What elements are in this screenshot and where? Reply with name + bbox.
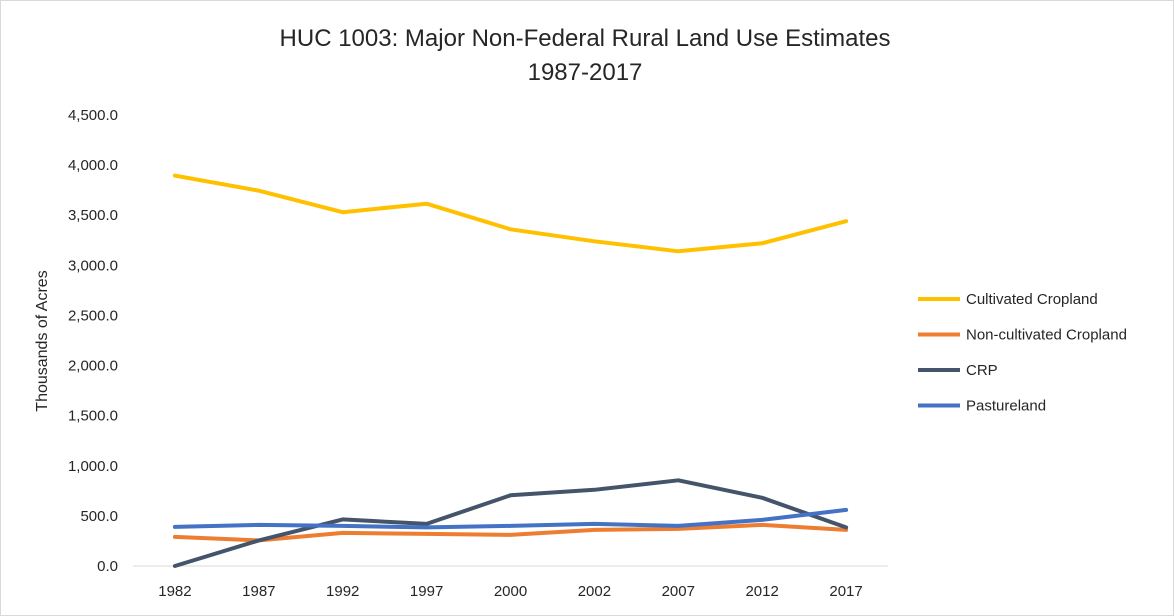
y-tick-label: 1,500.0 [68,408,118,425]
x-axis: 1982 1987 1992 1997 2000 2002 2007 2012 2017 [158,583,862,600]
y-tick-label: 3,500.0 [68,207,118,224]
y-tick-label: 0.0 [97,558,118,575]
y-tick-label: 3,000.0 [68,257,118,274]
y-tick-label: 2,500.0 [68,307,118,324]
series-line-cultivated-cropland [172,173,849,254]
x-tick-label: 1997 [410,583,443,600]
legend-label-non-cultivated-cropland: Non-cultivated Cropland [966,327,1127,344]
y-axis: 0.0 500.0 1,000.0 1,500.0 2,000.0 2,500.0 3,00… [68,107,118,575]
legend-label-cultivated-cropland: Cultivated Cropland [966,291,1098,308]
legend: Cultivated Cropland Non-cultivated Cropla… [918,291,1127,415]
x-tick-label: 2012 [745,583,778,600]
series-line-crp [172,478,849,568]
x-tick-label: 1992 [326,583,359,600]
x-tick-label: 1987 [242,583,275,600]
y-tick-label: 500.0 [80,508,118,525]
y-tick-label: 4,000.0 [68,157,118,174]
x-tick-label: 2002 [578,583,611,600]
x-tick-label: 2007 [662,583,695,600]
x-tick-label: 1982 [158,583,191,600]
legend-label-crp: CRP [966,362,998,379]
x-tick-label: 2017 [829,583,862,600]
chart-title: HUC 1003: Major Non-Federal Rural Land U… [280,25,891,52]
y-tick-label: 2,000.0 [68,358,118,375]
y-axis-title: Thousands of Acres [34,270,51,411]
y-tick-label: 4,500.0 [68,107,118,124]
x-tick-label: 2000 [494,583,527,600]
legend-label-pastureland: Pastureland [966,398,1046,415]
chart-subtitle: 1987-2017 [528,59,643,86]
series-line-non-cultivated-cropland [172,522,849,543]
series-line-pastureland [172,507,849,530]
y-tick-label: 1,000.0 [68,458,118,475]
plot-series [172,173,849,568]
